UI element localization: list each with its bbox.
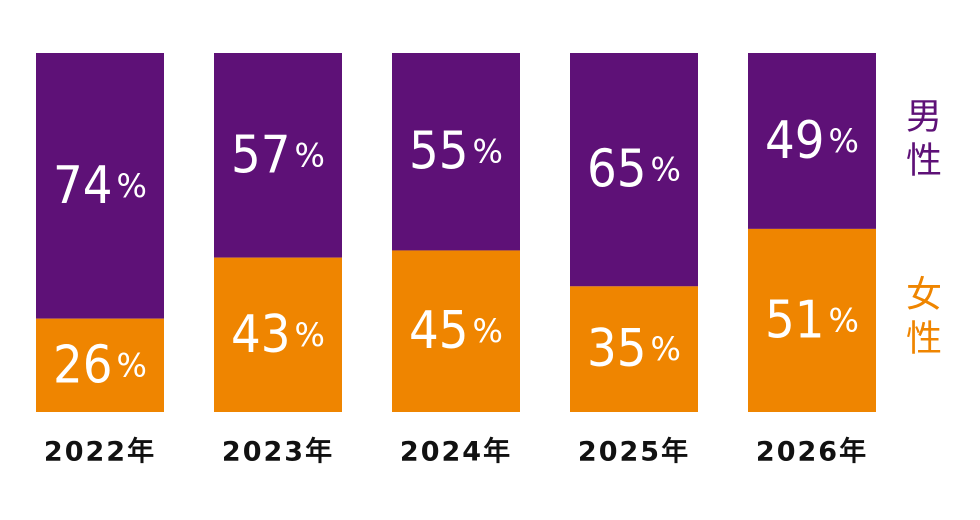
year-label: 2022年 <box>44 436 156 468</box>
bar-female-segment <box>570 286 698 412</box>
year-label: 2024年 <box>400 436 512 468</box>
svg-text:男: 男 <box>906 97 942 138</box>
female-value-label: 45% <box>409 301 503 361</box>
bar-male-segment <box>214 53 342 258</box>
legend-male: 男性 <box>906 97 942 182</box>
bar-male-segment <box>392 53 520 251</box>
svg-text:性: 性 <box>906 141 942 182</box>
bar-male-segment <box>748 53 876 229</box>
male-value-label: 55% <box>409 122 503 182</box>
svg-text:女: 女 <box>906 275 942 316</box>
female-value-label: 26% <box>53 335 147 395</box>
bar-group-4: 65 % 35 % 2025年 <box>570 53 698 468</box>
year-label: 2026年 <box>756 436 868 468</box>
female-value-label: 35% <box>587 319 681 379</box>
bar-male-segment <box>36 53 164 319</box>
year-label: 2023年 <box>222 436 334 468</box>
bar-female-segment <box>36 318 164 412</box>
bar-male-segment <box>570 53 698 287</box>
bar-group-1: 74 % 26 % 2022年 <box>36 53 164 468</box>
year-label: 2025年 <box>578 436 690 468</box>
female-value-label: 51% <box>765 290 859 350</box>
bar-group-2: 57 % 43 % 2023年 <box>214 53 342 468</box>
female-value-label: 43% <box>231 305 325 365</box>
bar-female-segment <box>392 250 520 412</box>
bar-group-3: 55 % 45 % 2024年 <box>392 53 520 468</box>
male-value-label: 65% <box>587 140 681 200</box>
male-value-label: 49% <box>765 111 859 171</box>
svg-text:性: 性 <box>906 319 942 360</box>
male-value-label: 74% <box>53 156 147 216</box>
male-value-label: 57% <box>231 125 325 185</box>
bar-female-segment <box>748 228 876 412</box>
bar-female-segment <box>214 257 342 412</box>
legend-female: 女性 <box>906 275 942 360</box>
bar-group-5: 49 % 51 % 2026年 <box>748 53 876 468</box>
